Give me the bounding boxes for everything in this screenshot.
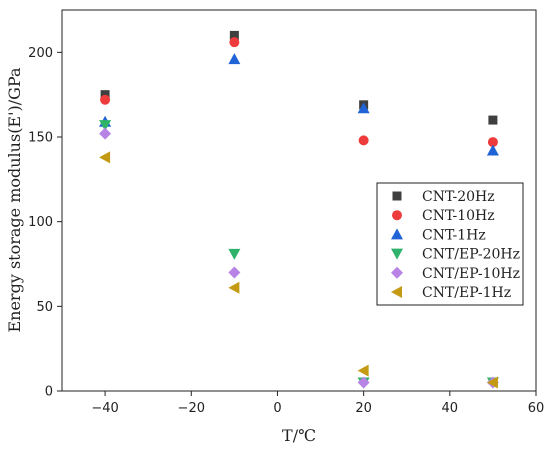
data-point [229,37,240,48]
x-tick-label: 40 [442,401,459,416]
legend-marker [392,191,402,201]
data-point [229,30,239,40]
data-point [228,266,241,279]
y-tick-label: 100 [28,215,53,230]
legend-marker [391,286,402,298]
legend-label: CNT/EP-20Hz [422,247,520,263]
data-point [99,127,112,140]
legend-marker [391,248,403,260]
y-tick-label: 150 [28,131,53,146]
data-point [358,135,369,146]
axis-ticks: −40 −20 0 20 40 60 0 50 100 150 200 [28,46,544,416]
data-point [228,281,240,294]
x-tick-label: 60 [528,401,545,416]
data-point [228,53,241,65]
data-point [487,137,498,148]
y-axis-title: Energy storage modulus(E')/GPa [5,67,24,332]
series-CNT-1Hz [99,53,499,156]
legend-label: CNT/EP-1Hz [422,285,511,301]
y-tick-label: 50 [36,300,53,315]
data-point [486,144,499,156]
legend-box [376,182,524,306]
y-tick-label: 200 [28,46,53,61]
data-points [99,30,499,389]
legend-marker [391,266,403,279]
series-CNT-10Hz [100,37,498,148]
legend-marker [391,228,403,240]
x-tick-label: −20 [178,401,205,416]
series-CNT-20Hz [100,30,498,125]
data-point [357,376,370,389]
legend-label: CNT-1Hz [422,227,486,243]
data-point [486,376,498,389]
data-point [357,102,370,114]
series-CNT/EP-10Hz [99,127,499,389]
legend-label: CNT-10Hz [422,208,495,224]
data-point [99,151,111,164]
data-point [357,364,369,377]
x-tick-label: −40 [91,401,118,416]
legend-marker [392,210,402,221]
data-point [228,248,241,260]
plot-frame [61,9,537,392]
legend-label: CNT-20Hz [422,189,495,205]
series-CNT/EP-1Hz [99,151,498,389]
data-point [488,115,498,125]
x-tick-label: 20 [355,401,372,416]
x-tick-label: 0 [273,401,281,416]
data-point [100,94,111,105]
legend-label: CNT/EP-10Hz [422,266,520,282]
x-axis-title: T/℃ [282,426,316,445]
y-tick-label: 0 [45,385,53,400]
data-point [99,120,112,132]
legend: CNT-20Hz CNT-10Hz CNT-1Hz CNT/EP-20Hz CNT/EP… [376,182,524,306]
data-point [100,90,110,100]
